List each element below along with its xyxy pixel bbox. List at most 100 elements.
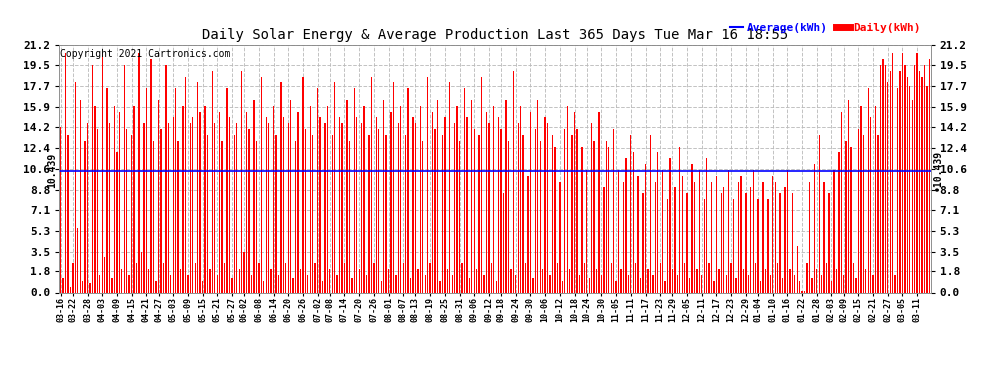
Bar [260, 76, 262, 292]
Bar [752, 170, 753, 292]
Bar [598, 111, 600, 292]
Bar [405, 135, 406, 292]
Bar [486, 111, 487, 292]
Bar [234, 135, 235, 292]
Bar [804, 291, 805, 292]
Bar [214, 123, 216, 292]
Bar [454, 123, 455, 292]
Bar [611, 263, 612, 292]
Text: •10.439: •10.439 [933, 150, 942, 191]
Bar [899, 70, 901, 292]
Bar [914, 65, 916, 292]
Bar [155, 281, 156, 292]
Bar [295, 141, 296, 292]
Bar [839, 152, 840, 292]
Bar [731, 263, 732, 292]
Bar [571, 135, 573, 292]
Bar [787, 170, 788, 292]
Bar [253, 100, 254, 292]
Bar [195, 263, 196, 292]
Bar [654, 182, 656, 292]
Bar [872, 275, 874, 292]
Bar [829, 193, 830, 292]
Bar [784, 188, 786, 292]
Bar [476, 269, 477, 292]
Bar [339, 117, 341, 292]
Bar [415, 123, 416, 292]
Bar [736, 279, 737, 292]
Bar [258, 263, 259, 292]
Bar [116, 152, 118, 292]
Bar [544, 117, 545, 292]
Bar [488, 123, 489, 292]
Bar [255, 141, 257, 292]
Bar [794, 275, 795, 292]
Bar [633, 152, 634, 292]
Bar [728, 170, 730, 292]
Bar [681, 176, 683, 292]
Bar [535, 129, 536, 292]
Bar [136, 263, 138, 292]
Bar [924, 65, 926, 292]
Bar [860, 106, 861, 292]
Bar [109, 123, 110, 292]
Bar [797, 246, 798, 292]
Bar [505, 100, 507, 292]
Bar [806, 263, 808, 292]
Bar [782, 279, 783, 292]
Bar [390, 111, 392, 292]
Bar [403, 263, 404, 292]
Bar [222, 141, 223, 292]
Bar [69, 286, 71, 292]
Bar [538, 100, 539, 292]
Bar [368, 135, 369, 292]
Bar [745, 193, 746, 292]
Bar [657, 152, 658, 292]
Bar [841, 111, 842, 292]
Bar [867, 88, 869, 292]
Bar [370, 76, 372, 292]
Bar [60, 127, 61, 292]
Bar [581, 147, 582, 292]
Bar [848, 100, 849, 292]
Bar [148, 269, 149, 292]
Bar [302, 76, 304, 292]
Bar [219, 111, 221, 292]
Bar [551, 135, 553, 292]
Bar [638, 176, 639, 292]
Bar [674, 188, 675, 292]
Bar [623, 182, 624, 292]
Bar [74, 82, 76, 292]
Bar [576, 129, 577, 292]
Bar [481, 76, 482, 292]
Bar [779, 193, 781, 292]
Bar [513, 70, 514, 292]
Bar [134, 106, 135, 292]
Bar [185, 76, 186, 292]
Bar [912, 100, 913, 292]
Bar [897, 88, 898, 292]
Bar [836, 269, 838, 292]
Bar [334, 82, 336, 292]
Bar [466, 117, 467, 292]
Bar [716, 176, 717, 292]
Bar [344, 263, 346, 292]
Bar [408, 88, 409, 292]
Bar [679, 147, 680, 292]
Bar [774, 182, 776, 292]
Bar [564, 129, 565, 292]
Bar [94, 106, 96, 292]
Bar [99, 275, 100, 292]
Bar [190, 123, 191, 292]
Bar [471, 100, 472, 292]
Bar [287, 123, 289, 292]
Bar [843, 275, 844, 292]
Bar [325, 123, 326, 292]
Bar [67, 135, 68, 292]
Bar [65, 53, 66, 292]
Bar [902, 53, 903, 292]
Bar [927, 86, 928, 292]
Bar [146, 88, 147, 292]
Bar [647, 269, 648, 292]
Bar [802, 291, 803, 292]
